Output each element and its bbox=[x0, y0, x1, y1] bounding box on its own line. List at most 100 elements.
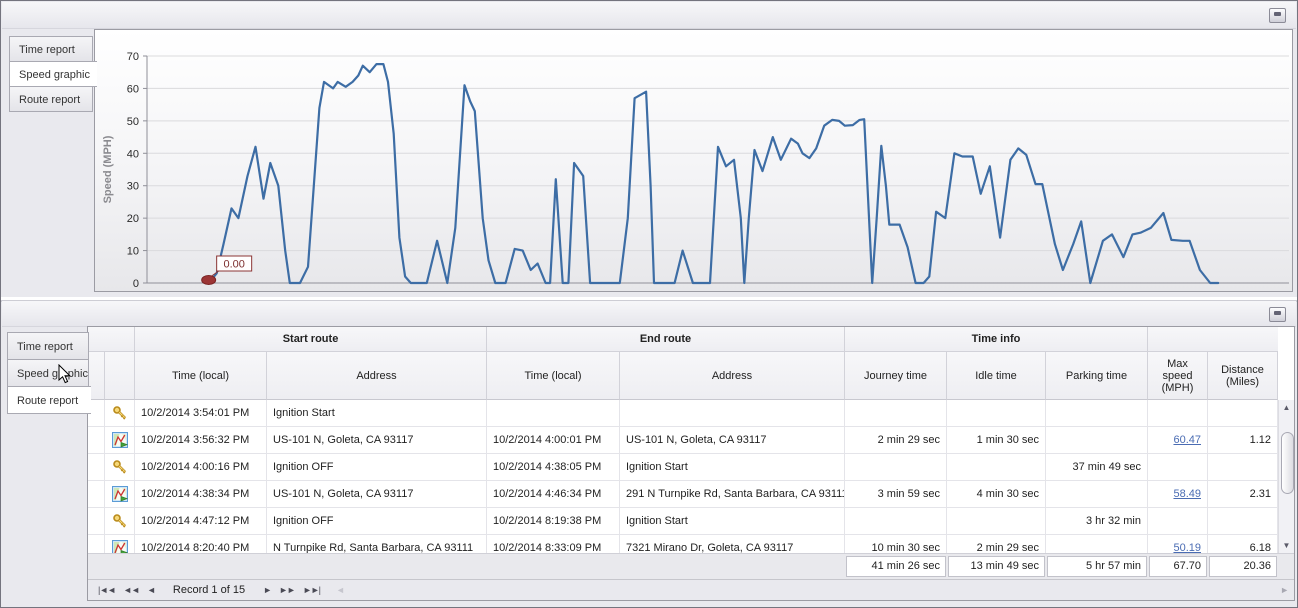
bottom-panel-collapse-button[interactable] bbox=[1269, 307, 1286, 322]
summary-distance: 20.36 bbox=[1209, 556, 1277, 577]
scroll-up-icon[interactable]: ▲ bbox=[1282, 403, 1291, 412]
cell-start-time: 10/2/2014 3:56:32 PM bbox=[135, 427, 267, 454]
cell-start-address: N Turnpike Rd, Santa Barbara, CA 93111 bbox=[267, 535, 487, 553]
row-indicator bbox=[88, 508, 105, 535]
cell-max-speed bbox=[1148, 400, 1208, 427]
cell-max-speed: 58.49 bbox=[1148, 481, 1208, 508]
table-row[interactable]: 10/2/2014 3:54:01 PM Ignition Start bbox=[88, 400, 1278, 427]
nav-first-button[interactable]: |◄◄ bbox=[98, 585, 116, 595]
column-header-blank bbox=[105, 352, 135, 400]
cell-start-time: 10/2/2014 3:54:01 PM bbox=[135, 400, 267, 427]
column-header-distance-miles-[interactable]: Distance (Miles) bbox=[1208, 352, 1278, 400]
column-header-address[interactable]: Address bbox=[267, 352, 487, 400]
cell-max-speed: 50.19 bbox=[1148, 535, 1208, 553]
nav-prev-button[interactable]: ◄ bbox=[146, 585, 156, 595]
annotation-label: 0.00 bbox=[223, 259, 244, 271]
cell-journey-time: 10 min 30 sec bbox=[845, 535, 947, 553]
column-header-time-local-[interactable]: Time (local) bbox=[135, 352, 267, 400]
y-tick-label: 30 bbox=[127, 181, 139, 193]
cell-journey-time: 3 min 59 sec bbox=[845, 481, 947, 508]
tab-time-report[interactable]: Time report bbox=[9, 36, 93, 62]
tab-speed-graphic[interactable]: Speed graphic bbox=[9, 61, 97, 87]
scroll-down-icon[interactable]: ▼ bbox=[1282, 541, 1291, 550]
cell-start-address: Ignition OFF bbox=[267, 508, 487, 535]
column-header-max-speed-mph-[interactable]: Max speed (MPH) bbox=[1148, 352, 1208, 400]
row-indicator bbox=[88, 535, 105, 553]
row-indicator bbox=[88, 427, 105, 454]
summary-blank bbox=[267, 554, 487, 579]
summary-blank bbox=[88, 554, 105, 579]
cell-end-address: Ignition Start bbox=[620, 508, 845, 535]
cell-journey-time bbox=[845, 454, 947, 481]
scroll-thumb[interactable] bbox=[1281, 432, 1294, 494]
column-header-parking-time[interactable]: Parking time bbox=[1046, 352, 1148, 400]
nav-next-page-button[interactable]: ►► bbox=[278, 585, 296, 595]
column-header-journey-time[interactable]: Journey time bbox=[845, 352, 947, 400]
cell-start-address: US-101 N, Goleta, CA 93117 bbox=[267, 481, 487, 508]
cell-journey-time bbox=[845, 400, 947, 427]
collapse-icon bbox=[1274, 311, 1281, 315]
cell-distance: 2.31 bbox=[1208, 481, 1278, 508]
nav-prev-page-button[interactable]: ◄◄ bbox=[123, 585, 140, 595]
tab-route-report[interactable]: Route report bbox=[7, 386, 91, 414]
summary-idle-time: 13 min 49 sec bbox=[948, 556, 1045, 577]
table-row[interactable]: 10/2/2014 4:00:16 PM Ignition OFF 10/2/201… bbox=[88, 454, 1278, 481]
table-row[interactable]: 10/2/2014 3:56:32 PM US-101 N, Goleta, CA… bbox=[88, 427, 1278, 454]
cell-start-address: Ignition Start bbox=[267, 400, 487, 427]
cell-distance: 6.18 bbox=[1208, 535, 1278, 553]
cell-idle-time: 2 min 29 sec bbox=[947, 535, 1046, 553]
summary-blank bbox=[135, 554, 267, 579]
table-rows: 10/2/2014 3:54:01 PM Ignition Start 10/2/2… bbox=[88, 400, 1278, 553]
cell-parking-time: 37 min 49 sec bbox=[1046, 454, 1148, 481]
row-indicator bbox=[88, 454, 105, 481]
tab-route-report[interactable]: Route report bbox=[9, 86, 93, 112]
column-header-idle-time[interactable]: Idle time bbox=[947, 352, 1046, 400]
tab-time-report[interactable]: Time report bbox=[7, 332, 89, 360]
nav-next-button[interactable]: ► bbox=[263, 585, 272, 595]
top-panel-collapse-button[interactable] bbox=[1269, 8, 1286, 23]
tab-speed-graphic[interactable]: Speed graphic bbox=[7, 359, 89, 387]
top-report-tabs: Time report Speed graphic Route report bbox=[9, 36, 97, 112]
table-row[interactable]: 10/2/2014 4:47:12 PM Ignition OFF 10/2/201… bbox=[88, 508, 1278, 535]
cell-end-time: 10/2/2014 8:33:09 PM bbox=[487, 535, 620, 553]
max-speed-link[interactable]: 60.47 bbox=[1173, 434, 1201, 446]
vertical-scrollbar[interactable]: ▲ ▼ bbox=[1278, 400, 1294, 553]
hscroll-left-arrow-icon[interactable]: ◄ bbox=[335, 585, 345, 595]
top-panel-header bbox=[2, 2, 1296, 29]
cell-end-time: 10/2/2014 4:38:05 PM bbox=[487, 454, 620, 481]
table-row[interactable]: 10/2/2014 8:20:40 PM N Turnpike Rd, Santa… bbox=[88, 535, 1278, 553]
bottom-report-tabs: Time report Speed graphic Route report bbox=[7, 332, 91, 414]
column-header-address[interactable]: Address bbox=[620, 352, 845, 400]
table-column-header: Time (local) Address Time (local) Address Jo… bbox=[88, 352, 1278, 400]
cell-parking-time bbox=[1046, 427, 1148, 454]
summary-row: 41 min 26 sec 13 min 49 sec 5 hr 57 min 67.… bbox=[88, 553, 1294, 579]
summary-parking-time: 5 hr 57 min bbox=[1047, 556, 1147, 577]
cell-max-speed: 60.47 bbox=[1148, 427, 1208, 454]
summary-blank bbox=[487, 554, 620, 579]
cell-idle-time bbox=[947, 400, 1046, 427]
cell-end-time bbox=[487, 400, 620, 427]
y-axis-title: Speed (MPH) bbox=[102, 135, 114, 203]
max-speed-link[interactable]: 50.19 bbox=[1173, 542, 1201, 553]
y-tick-label: 50 bbox=[127, 116, 139, 128]
column-header-time-local-[interactable]: Time (local) bbox=[487, 352, 620, 400]
column-group-blank bbox=[1148, 327, 1278, 352]
cell-parking-time: 3 hr 32 min bbox=[1046, 508, 1148, 535]
y-tick-label: 0 bbox=[133, 278, 139, 290]
y-tick-label: 40 bbox=[127, 148, 139, 160]
y-tick-label: 70 bbox=[127, 51, 139, 63]
annotation-marker bbox=[201, 275, 217, 285]
cell-end-address: Ignition Start bbox=[620, 454, 845, 481]
nav-last-button[interactable]: ►►| bbox=[302, 585, 321, 595]
column-group-end-route: End route bbox=[487, 327, 845, 352]
record-navigator: |◄◄ ◄◄ ◄ Record 1 of 15 ► ►► ►►| ◄ ► bbox=[88, 579, 1294, 600]
cell-idle-time bbox=[947, 454, 1046, 481]
max-speed-link[interactable]: 58.49 bbox=[1173, 488, 1201, 500]
y-tick-label: 10 bbox=[127, 246, 139, 258]
summary-blank bbox=[105, 554, 135, 579]
y-tick-label: 20 bbox=[127, 213, 139, 225]
hscroll-right-arrow-icon[interactable]: ► bbox=[1280, 585, 1289, 595]
cell-distance bbox=[1208, 454, 1278, 481]
table-row[interactable]: 10/2/2014 4:38:34 PM US-101 N, Goleta, CA… bbox=[88, 481, 1278, 508]
